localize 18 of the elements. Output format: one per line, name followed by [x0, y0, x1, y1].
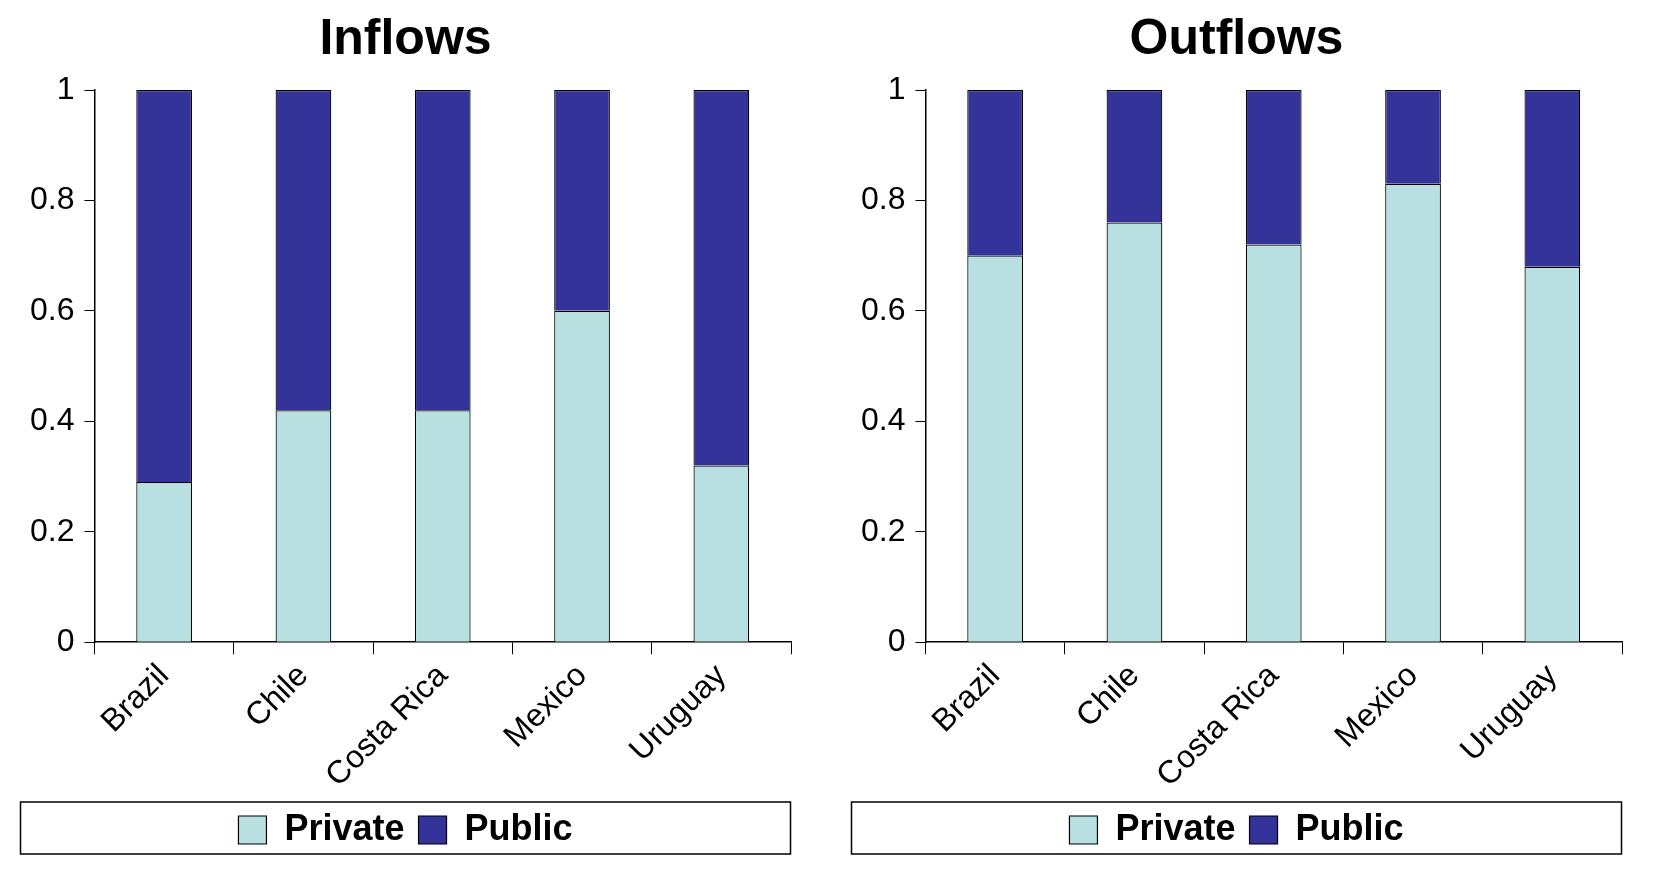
y-tick-label: 1 — [887, 69, 906, 106]
y-tick-label: 0 — [887, 622, 906, 659]
chart-title: Outflows — [1129, 8, 1344, 65]
legend-label: Public — [1295, 806, 1404, 848]
chart-title: Inflows — [319, 8, 492, 65]
y-tick-label: 0.8 — [30, 180, 75, 217]
y-tick-label: 1 — [56, 69, 75, 106]
y-tick-label: 0.2 — [861, 511, 906, 548]
y-tick-label: 0.6 — [861, 290, 906, 327]
y-tick-label: 0 — [56, 622, 75, 659]
legend-label: Private — [284, 806, 405, 848]
y-tick-label: 0.4 — [30, 401, 75, 438]
y-tick-label: 0.4 — [861, 401, 906, 438]
legend-label: Public — [464, 806, 573, 848]
y-tick-label: 0.2 — [30, 511, 75, 548]
legend-label: Private — [1115, 806, 1236, 848]
y-tick-label: 0.6 — [30, 290, 75, 327]
y-tick-label: 0.8 — [861, 180, 906, 217]
